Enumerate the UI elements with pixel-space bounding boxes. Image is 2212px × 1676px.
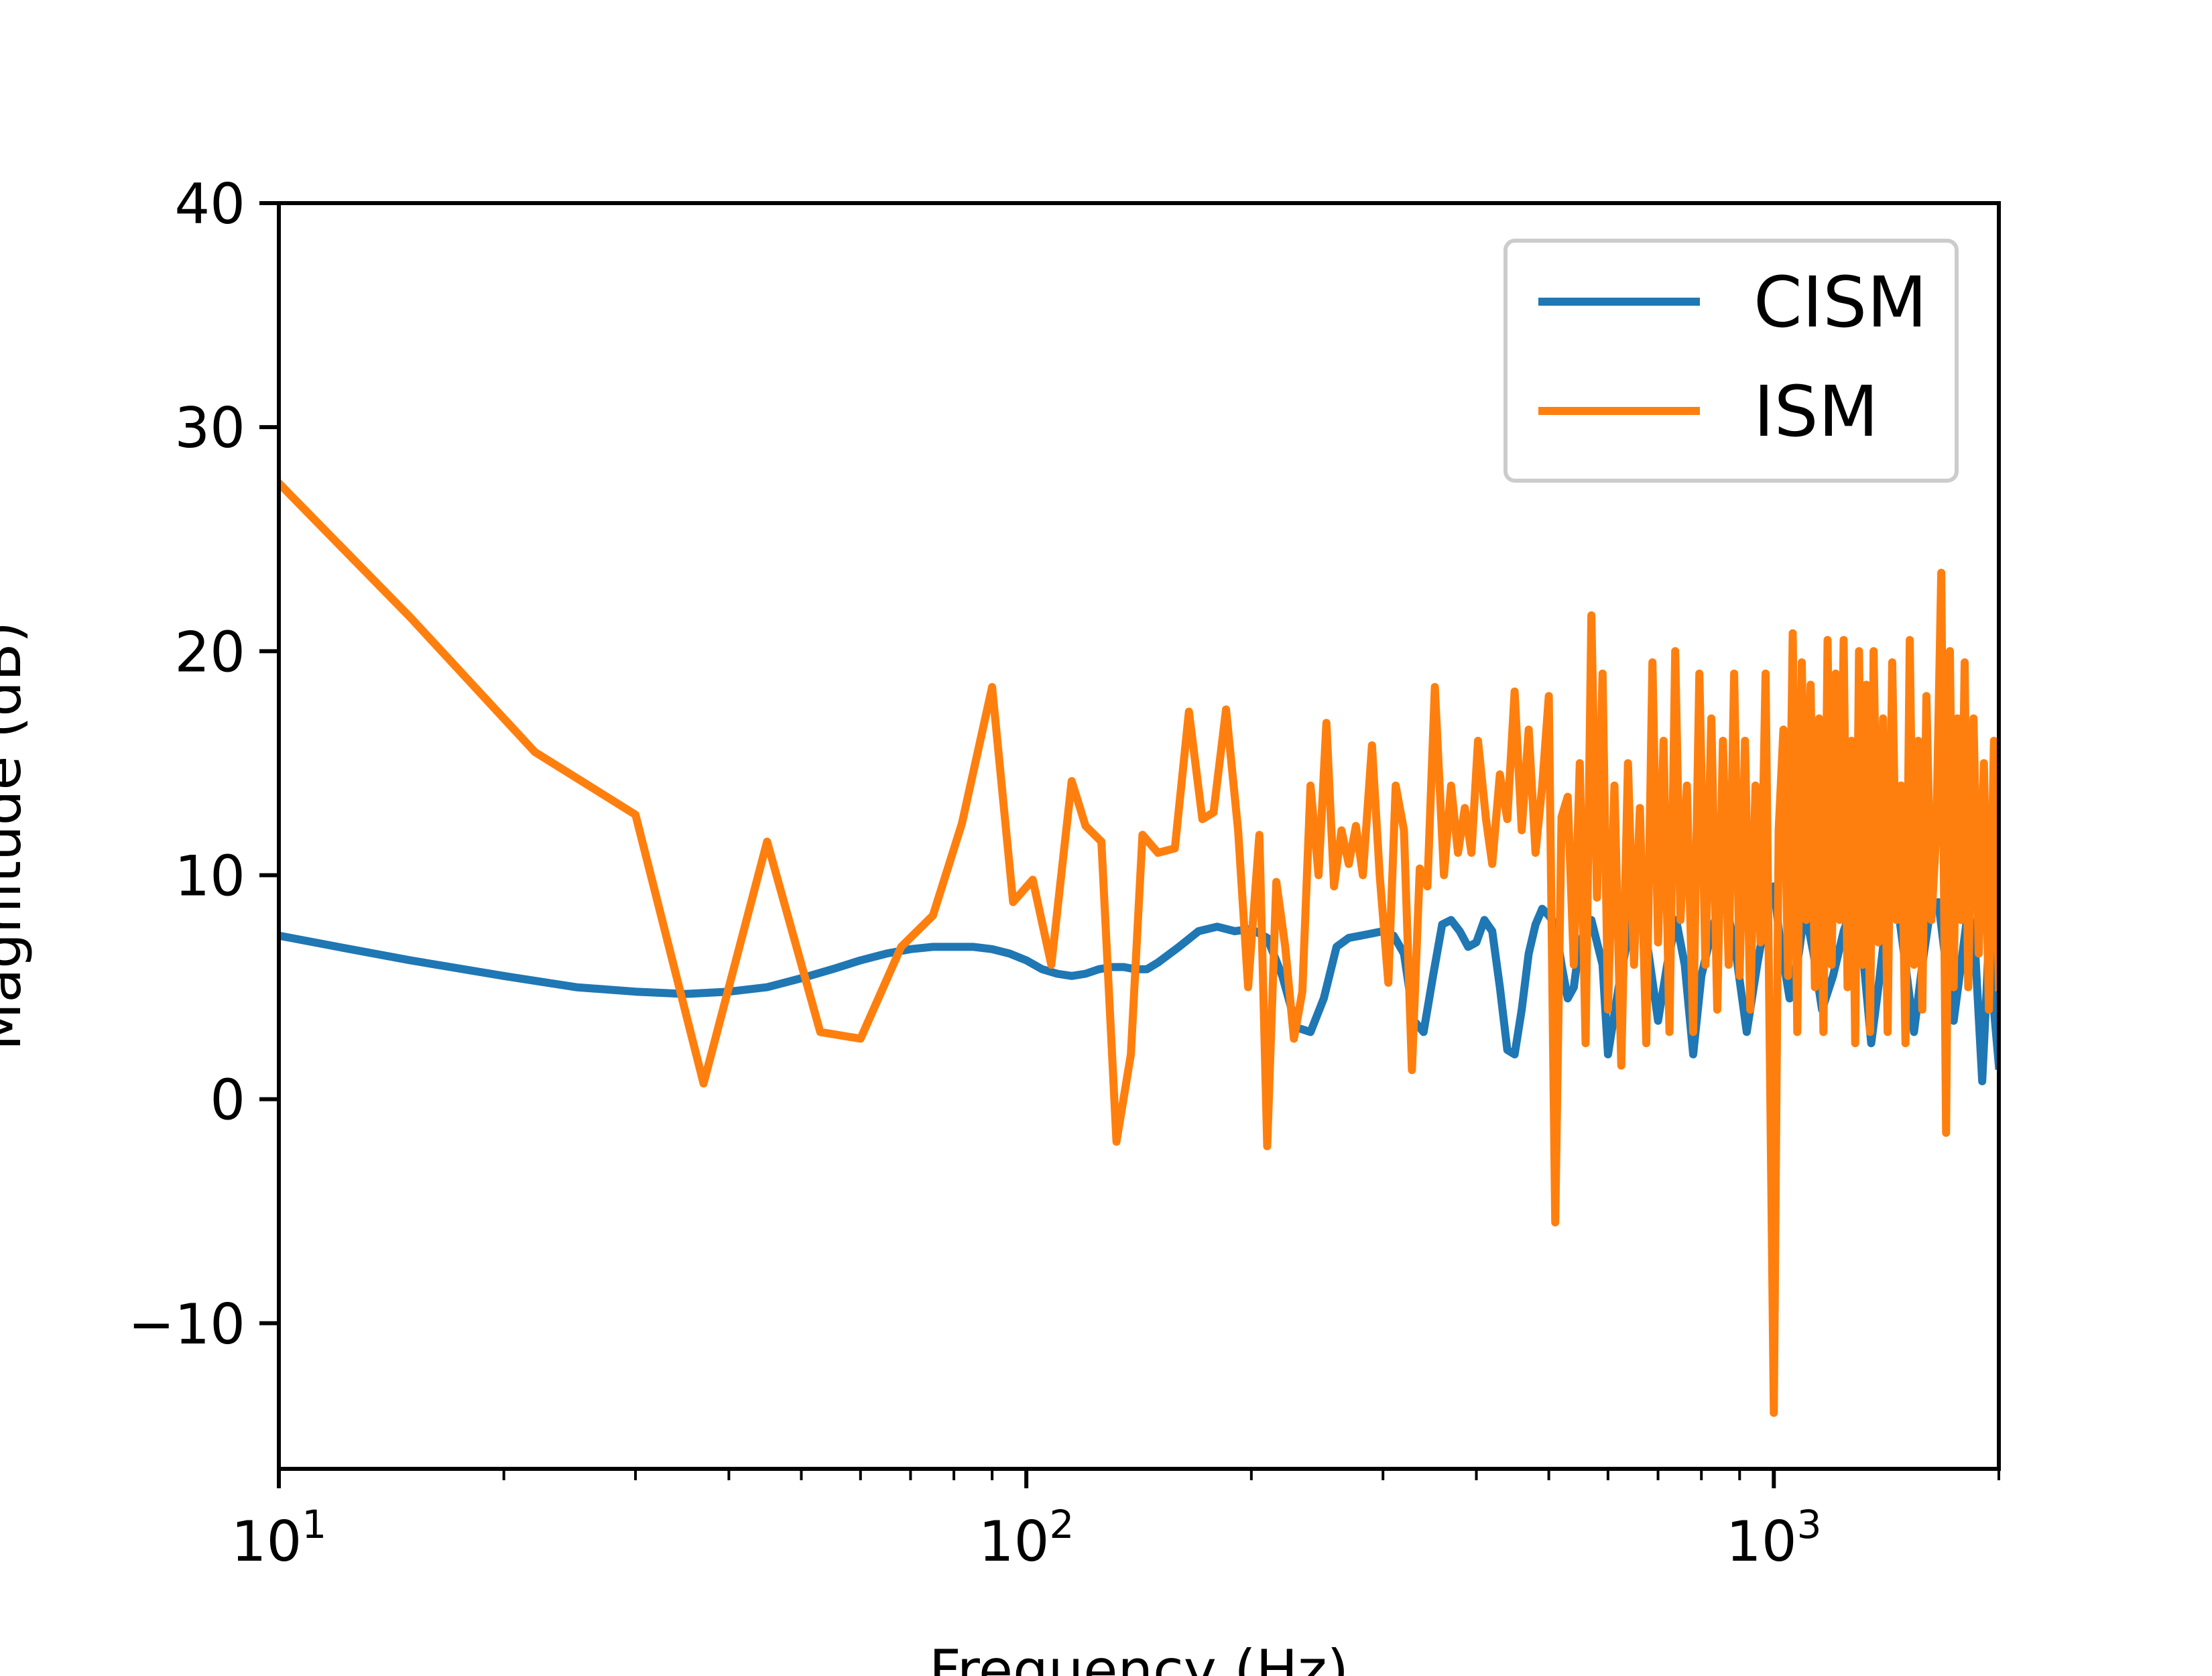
x-tick-label: 103 <box>1726 1502 1822 1574</box>
y-tick-label: 40 <box>174 172 245 237</box>
x-axis-title: Frequency (Hz) <box>929 1638 1349 1676</box>
legend: CISM ISM <box>1503 239 1959 483</box>
y-tick-label: 10 <box>174 843 245 908</box>
x-tick-label: 101 <box>231 1502 327 1574</box>
x-axis: 101 102 103 <box>231 1469 2000 1574</box>
plot-frame <box>277 201 2001 1471</box>
series-line-ism <box>279 477 1999 1417</box>
legend-label-cism: CISM <box>1754 261 1927 343</box>
y-axis-title: Magnitude (dB) <box>0 621 34 1051</box>
y-axis: −10 0 10 20 30 40 <box>128 172 279 1357</box>
y-tick-label: 0 <box>210 1068 245 1133</box>
legend-label-ism: ISM <box>1754 371 1878 453</box>
series-layer <box>279 477 1999 1417</box>
y-tick-label: 20 <box>174 619 245 684</box>
x-tick-label: 102 <box>979 1502 1074 1574</box>
y-tick-label: −10 <box>128 1292 245 1357</box>
y-tick-label: 30 <box>174 396 245 461</box>
